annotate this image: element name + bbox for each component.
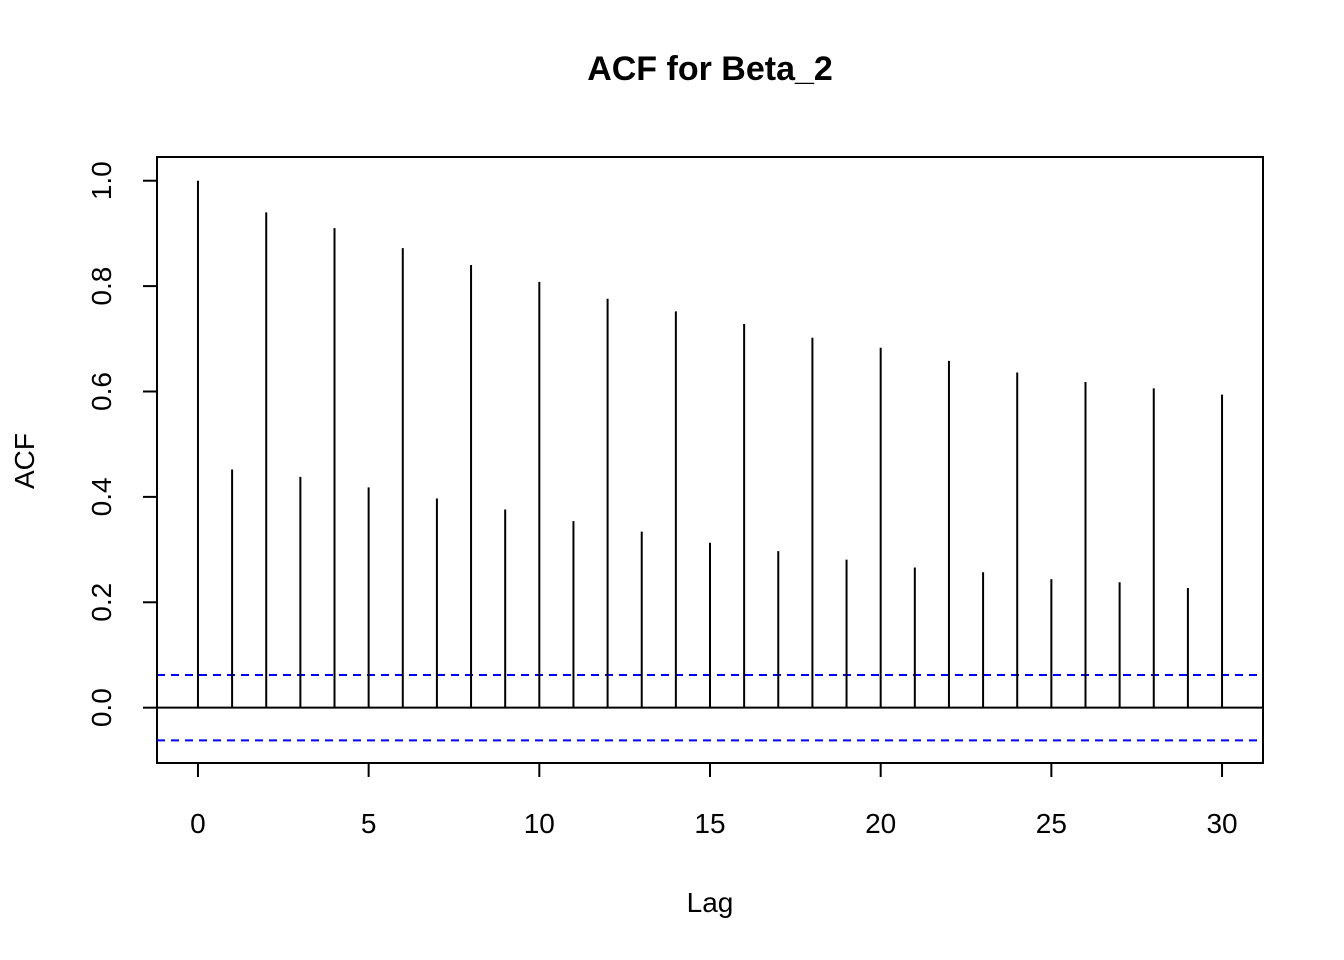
x-tick-label: 5 <box>361 808 377 839</box>
x-tick-label: 25 <box>1036 808 1067 839</box>
x-tick-label: 20 <box>865 808 896 839</box>
x-tick-label: 15 <box>694 808 725 839</box>
y-tick-label: 0.8 <box>86 267 117 306</box>
chart-marks: 0 5 10 15 20 25 30 0.0 0.2 0.4 0.6 0.8 1.0 <box>86 161 1263 839</box>
chart-title: ACF for Beta_2 <box>587 50 833 88</box>
x-tick-label: 0 <box>190 808 206 839</box>
y-tick-label: 0.0 <box>86 688 117 727</box>
x-tick-label: 10 <box>524 808 555 839</box>
y-tick-label: 0.6 <box>86 372 117 411</box>
y-tick-label: 1.0 <box>86 161 117 200</box>
x-tick-label: 30 <box>1206 808 1237 839</box>
y-axis-label: ACF <box>9 433 40 489</box>
y-tick-label: 0.2 <box>86 583 117 622</box>
y-tick-label: 0.4 <box>86 477 117 516</box>
x-axis-label: Lag <box>687 887 734 918</box>
